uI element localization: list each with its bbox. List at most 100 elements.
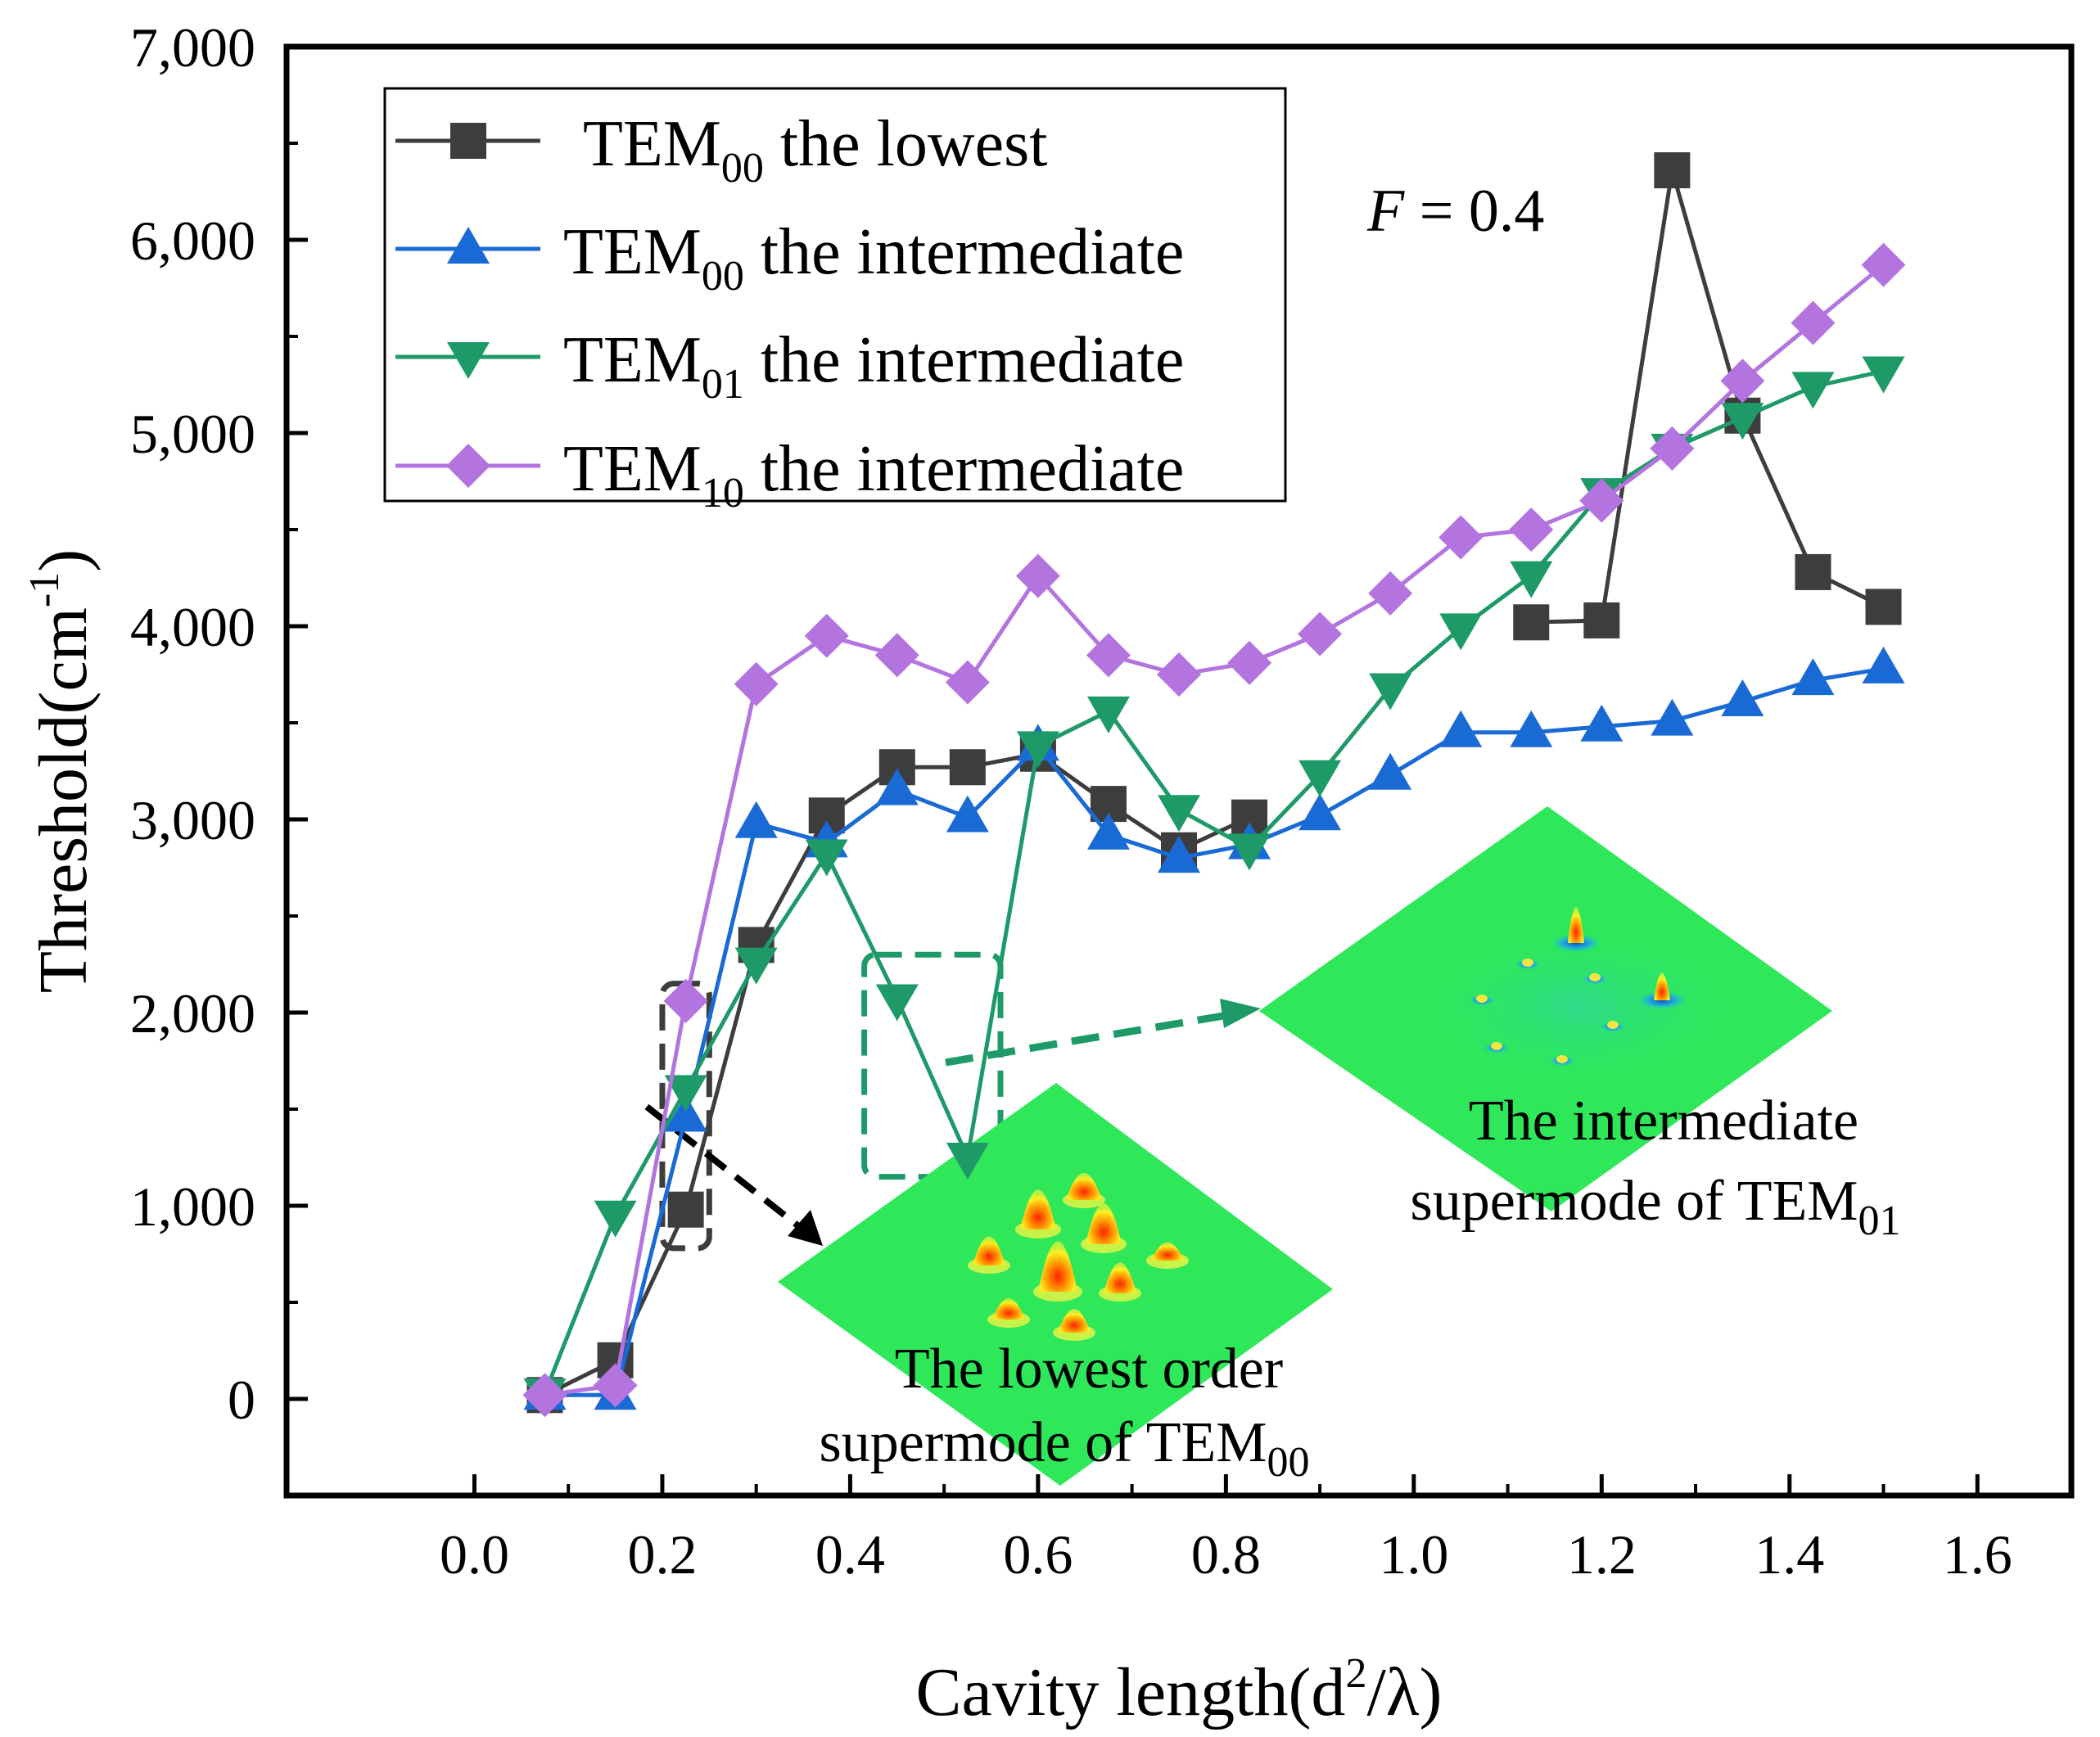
data-point xyxy=(1369,673,1412,711)
legend-label: TEM01 the intermediate xyxy=(563,324,1184,408)
data-point xyxy=(593,1363,638,1408)
data-point xyxy=(1862,356,1905,394)
data-point xyxy=(1439,613,1483,651)
data-point xyxy=(875,768,919,805)
inset-peaks-intermediate xyxy=(1408,907,1752,1089)
y-tick-label: 1,000 xyxy=(130,1175,255,1238)
data-point xyxy=(1510,710,1553,747)
x-tick-label: 0.4 xyxy=(815,1523,885,1586)
x-tick-label: 0.6 xyxy=(1003,1523,1073,1586)
data-point xyxy=(522,1373,567,1418)
series-4 xyxy=(522,242,1906,1418)
data-point xyxy=(1086,633,1131,678)
data-point xyxy=(946,1143,989,1180)
data-point xyxy=(1583,602,1620,638)
inset-label-lowest-line2: supermode of TEM00 xyxy=(820,1411,1310,1486)
data-point xyxy=(874,633,919,678)
y-tick-label: 2,000 xyxy=(130,982,255,1044)
data-point xyxy=(1795,553,1831,590)
inset-label-lowest-line1: The lowest order xyxy=(895,1338,1283,1401)
arrow-intermediate-head xyxy=(1220,999,1261,1028)
data-point xyxy=(1158,795,1200,832)
data-point xyxy=(949,749,986,786)
data-point xyxy=(1791,372,1835,409)
y-tick-label: 0 xyxy=(228,1369,255,1431)
data-point xyxy=(1654,152,1691,189)
series-2 xyxy=(523,646,1905,1410)
legend-label: TEM10 the intermediate xyxy=(563,433,1184,517)
x-tick-label: 0.2 xyxy=(627,1523,697,1586)
x-axis: 0.0 0.2 0.4 0.6 0.8 1.0 1.2 1.4 1.6 xyxy=(440,1474,2073,1586)
data-point xyxy=(1227,640,1272,685)
inset-lowest-order: The lowest order supermode of TEM00 xyxy=(778,1083,1333,1486)
x-tick-label: 1.2 xyxy=(1567,1523,1637,1586)
data-point xyxy=(734,947,778,985)
data-point xyxy=(1862,646,1905,684)
data-point xyxy=(1791,658,1835,696)
data-point xyxy=(1086,812,1130,850)
data-point xyxy=(875,984,919,1022)
data-point xyxy=(1369,752,1412,790)
y-tick-label: 6,000 xyxy=(130,210,255,272)
data-point xyxy=(1158,836,1200,873)
data-point xyxy=(1368,571,1413,616)
data-point xyxy=(1720,359,1765,404)
legend-item-1: TEM00 the lowest xyxy=(395,108,1047,192)
data-point xyxy=(667,1191,704,1228)
data-point xyxy=(1791,300,1836,345)
y-axis: 0 1,000 2,000 3,000 4,000 5,000 6,000 7,000 xyxy=(130,16,308,1431)
legend-marker xyxy=(447,342,490,379)
x-tick-label: 1.6 xyxy=(1943,1523,2012,1586)
data-point xyxy=(1298,793,1342,831)
data-point xyxy=(1228,833,1271,871)
data-point xyxy=(664,1094,707,1132)
data-point xyxy=(1086,696,1130,733)
y-tick-label: 4,000 xyxy=(130,596,255,658)
data-point xyxy=(594,1200,637,1238)
inset-label-intermediate-line1: The intermediate xyxy=(1469,1090,1858,1153)
y-tick-label: 7,000 xyxy=(130,16,255,79)
data-point xyxy=(1438,515,1484,560)
data-point xyxy=(804,613,849,658)
legend-marker xyxy=(446,444,490,488)
data-point xyxy=(1651,698,1694,736)
data-point xyxy=(805,839,848,877)
x-tick-label: 1.4 xyxy=(1755,1523,1824,1586)
inset-intermediate: The intermediate supermode of TEM01 xyxy=(1259,806,1900,1244)
data-series xyxy=(522,152,1906,1418)
legend-label: TEM00 the lowest xyxy=(583,108,1047,192)
data-point xyxy=(1513,604,1550,641)
y-axis-title: Threshold(cm-1) xyxy=(21,549,102,994)
data-point xyxy=(1721,403,1764,440)
data-point xyxy=(1439,710,1483,747)
x-tick-label: 1.0 xyxy=(1379,1523,1448,1586)
data-point xyxy=(1016,731,1059,769)
legend-marker xyxy=(450,123,486,159)
arrow-lowest-head xyxy=(788,1210,823,1246)
legend-marker xyxy=(447,227,490,264)
data-point xyxy=(663,978,708,1023)
plot-frame xyxy=(283,43,2075,1499)
data-point xyxy=(1015,553,1060,598)
legend-item-4: TEM10 the intermediate xyxy=(395,433,1184,517)
annotation-f-value: F = 0.4 xyxy=(1366,178,1544,245)
data-point xyxy=(1157,652,1201,697)
data-point xyxy=(1510,561,1553,598)
data-point xyxy=(946,795,989,832)
data-point xyxy=(945,660,990,705)
arrow-lowest xyxy=(644,1103,803,1231)
data-point xyxy=(1861,242,1906,287)
legend-label: TEM00 the intermediate xyxy=(563,216,1184,300)
legend: TEM00 the lowest TEM00 the intermediate TE… xyxy=(383,87,1287,517)
x-axis-title: Cavity length(d2/λ) xyxy=(916,1650,1443,1730)
inset-label-intermediate-line2: supermode of TEM01 xyxy=(1411,1170,1901,1244)
inset-peaks-lowest xyxy=(968,1173,1189,1341)
y-tick-label: 5,000 xyxy=(130,403,255,465)
data-point xyxy=(734,801,778,838)
legend-item-3: TEM01 the intermediate xyxy=(395,324,1184,408)
y-tick-label: 3,000 xyxy=(130,789,255,851)
data-point xyxy=(1865,589,1902,625)
x-tick-label: 0.8 xyxy=(1191,1523,1261,1586)
data-point xyxy=(1579,478,1624,523)
